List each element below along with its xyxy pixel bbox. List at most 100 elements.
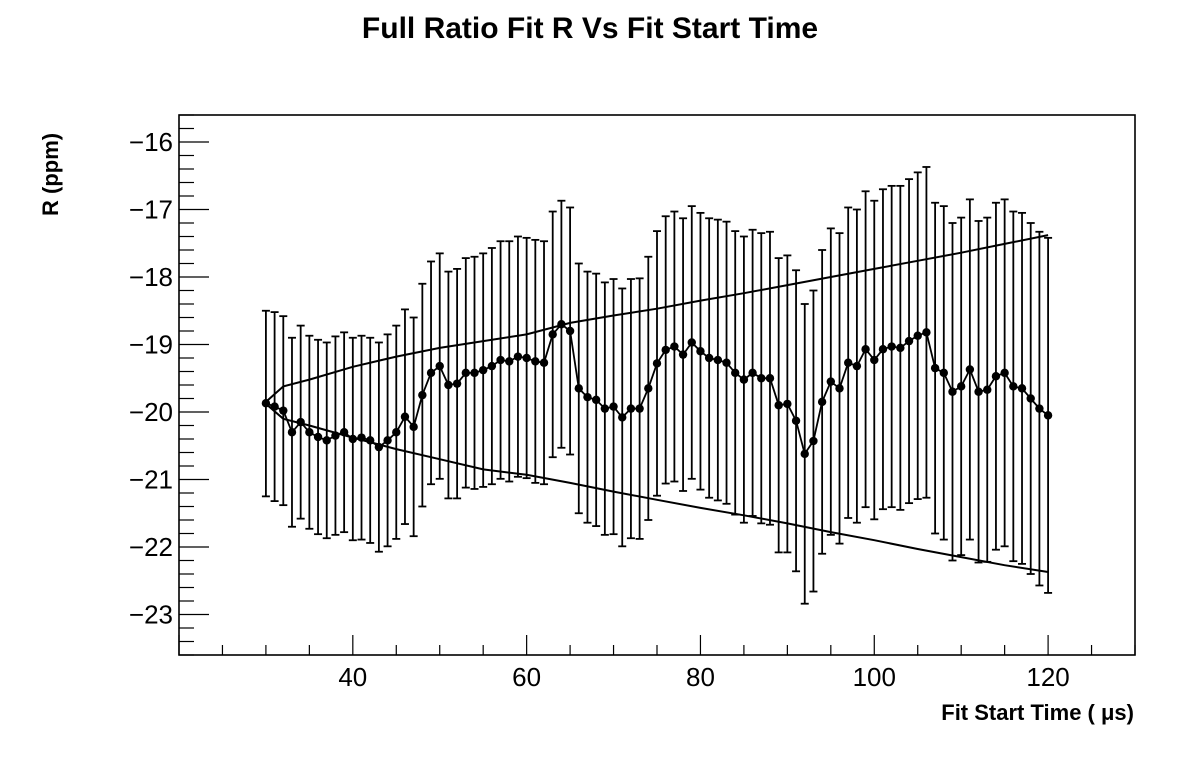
y-axis-label: R (ppm): [38, 133, 63, 216]
data-point: [348, 434, 358, 444]
data-point: [687, 338, 696, 347]
x-tick-label: 100: [853, 662, 896, 692]
data-point: [896, 343, 905, 353]
data-point: [374, 442, 384, 452]
data-point: [626, 404, 636, 413]
data-point: [357, 433, 366, 442]
data-point: [409, 422, 418, 432]
data-point: [748, 368, 757, 378]
data-point: [426, 368, 436, 378]
data-point: [678, 350, 688, 359]
data-point: [974, 387, 983, 396]
data-point: [930, 363, 940, 373]
data-point: [904, 336, 914, 346]
data-point: [548, 330, 557, 339]
y-tick-label: −19: [129, 330, 173, 360]
data-point: [939, 368, 948, 378]
x-tick-label: 120: [1026, 662, 1069, 692]
x-tick-labels: 40 60 80 100 120: [338, 662, 1069, 692]
band-upper-line: [265, 234, 1049, 403]
data-point: [591, 395, 601, 405]
data-point: [1009, 382, 1018, 391]
data-point: [817, 397, 827, 407]
data-point: [322, 436, 331, 445]
y-tick-label: −18: [129, 262, 173, 292]
data-point: [287, 428, 297, 437]
data-point: [574, 384, 583, 393]
data-point: [991, 372, 1001, 381]
data-point: [583, 392, 592, 402]
data-point: [444, 380, 453, 390]
data-point: [452, 379, 462, 388]
data-point: [887, 342, 896, 351]
data-point: [609, 402, 618, 411]
data-point: [861, 345, 870, 354]
y-tick-label: −22: [129, 532, 173, 562]
data-point: [400, 412, 410, 421]
data-point: [270, 402, 279, 411]
data-point: [731, 368, 740, 378]
data-point: [922, 328, 931, 337]
data-point: [722, 358, 731, 367]
data-point: [739, 375, 749, 384]
data-point: [1035, 404, 1044, 413]
data-point: [618, 413, 627, 422]
data-point: [565, 326, 575, 336]
data-points: [261, 320, 1053, 459]
data-point: [478, 365, 488, 375]
data-point: [522, 353, 531, 363]
data-point: [1043, 411, 1053, 420]
y-tick-labels: −16 −17 −18 −19 −20 −21 −22 −23: [129, 127, 173, 630]
data-point: [826, 377, 836, 386]
data-point: [870, 355, 879, 365]
data-point: [513, 352, 523, 361]
data-point: [878, 345, 888, 354]
data-point: [1000, 368, 1009, 378]
data-point: [470, 368, 479, 378]
data-point: [496, 355, 505, 365]
data-point: [366, 436, 375, 445]
data-point: [791, 416, 801, 425]
data-point: [635, 404, 644, 413]
data-point: [809, 436, 818, 446]
y-tick-label: −20: [129, 397, 173, 427]
x-tick-label: 80: [686, 662, 715, 692]
data-point: [652, 359, 662, 368]
chart-title: Full Ratio Fit R Vs Fit Start Time: [362, 12, 818, 45]
data-point: [296, 417, 305, 427]
data-point: [505, 357, 514, 366]
data-point: [983, 385, 992, 394]
axis-ticks: [178, 114, 1136, 656]
data-point: [279, 406, 288, 415]
data-point: [800, 449, 809, 459]
x-axis-label: Fit Start Time ( μs): [941, 700, 1134, 725]
data-point: [261, 399, 271, 408]
y-tick-label: −17: [129, 195, 173, 225]
data-point: [852, 361, 862, 371]
data-point: [1026, 394, 1035, 403]
data-point: [965, 365, 975, 374]
data-point: [670, 342, 679, 351]
data-point: [661, 345, 670, 355]
data-point: [704, 353, 714, 363]
data-point: [713, 355, 723, 365]
data-point: [783, 399, 792, 409]
data-point: [844, 358, 853, 367]
data-point: [600, 404, 610, 413]
data-point: [531, 357, 540, 366]
data-point: [487, 361, 497, 371]
data-point: [557, 320, 566, 329]
data-point: [757, 374, 766, 383]
data-point: [383, 436, 392, 445]
y-tick-label: −16: [129, 127, 173, 157]
data-point: [392, 428, 401, 437]
data-point: [461, 368, 470, 378]
x-tick-label: 40: [338, 662, 367, 692]
data-point: [331, 431, 340, 440]
data-point: [948, 387, 957, 396]
data-point: [435, 361, 444, 371]
data-point: [418, 390, 427, 400]
data-point: [539, 358, 549, 367]
x-tick-label: 60: [512, 662, 541, 692]
